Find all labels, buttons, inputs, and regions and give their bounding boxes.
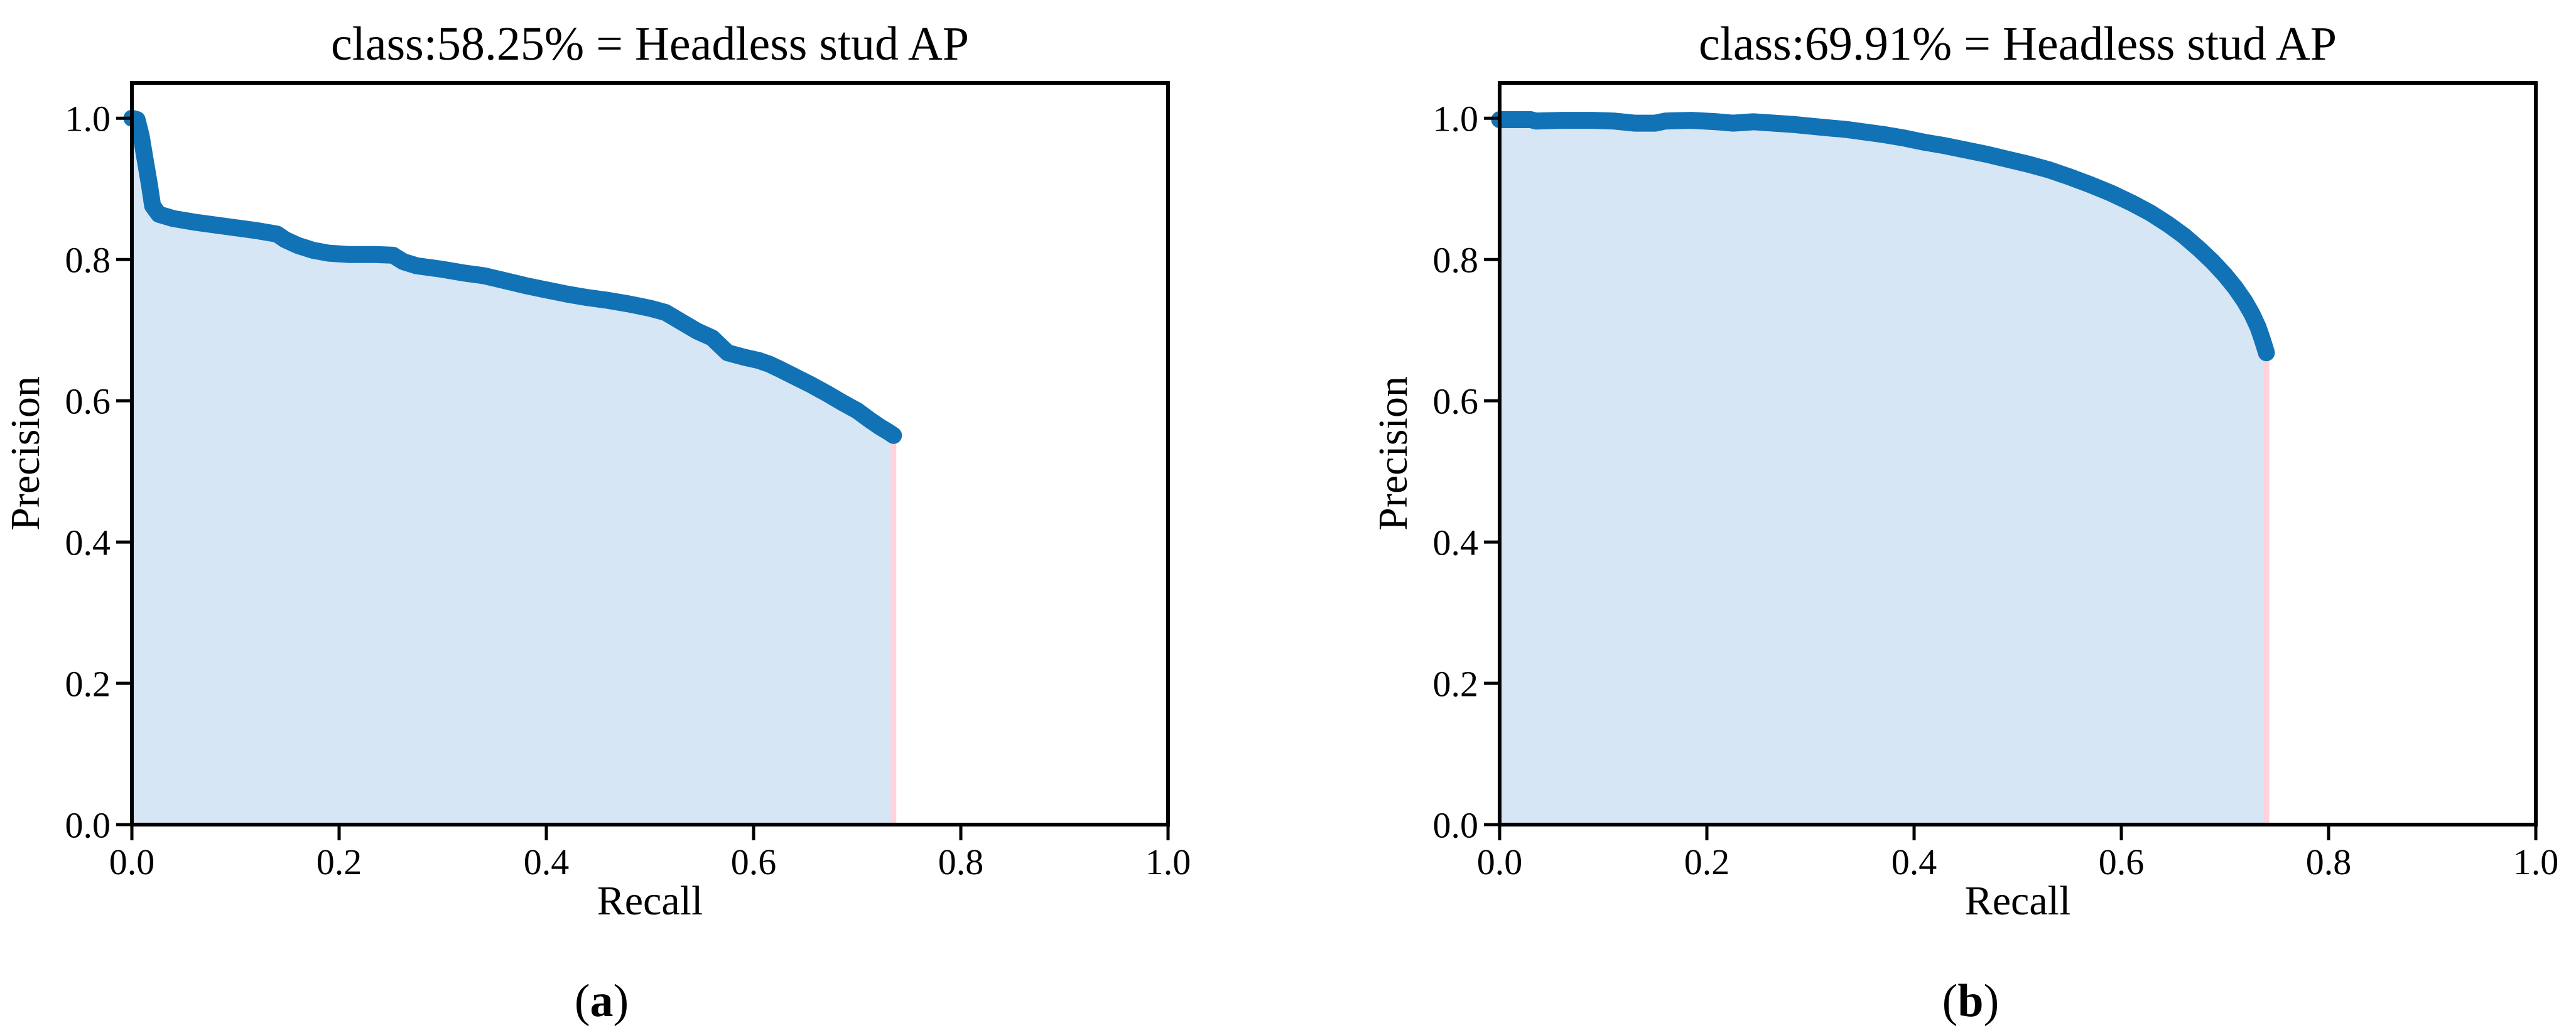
pr-panel-a: 0.0 0.2 0.4 0.6 0.8 1.0 0.0 0.2 0.4 0.6 0.8 1.0 cla… [3, 18, 1191, 1027]
y-tick-label: 0.8 [1433, 239, 1479, 280]
y-tick-label: 0.0 [65, 805, 111, 845]
y-tick-label: 1.0 [65, 99, 111, 139]
x-tick-label: 0.0 [1477, 842, 1523, 882]
y-tick-label: 0.8 [65, 239, 111, 280]
y-tick-label: 0.6 [1433, 381, 1479, 421]
x-tick-label: 0.6 [731, 842, 777, 882]
subfigure-caption-a: (a) [575, 975, 629, 1027]
caption-letter: b [1957, 975, 1983, 1027]
x-tick-label: 0.8 [2306, 842, 2352, 882]
x-axis-label-a: Recall [597, 878, 703, 924]
y-axis-label-a: Precision [3, 376, 48, 531]
x-tick-label: 0.4 [524, 842, 570, 882]
axes-frame [1498, 81, 2538, 826]
x-tick-label: 1.0 [1145, 842, 1191, 882]
y-tick-label: 1.0 [1433, 99, 1479, 139]
caption-letter: a [590, 975, 614, 1027]
plot-area-a: 0.0 0.2 0.4 0.6 0.8 1.0 0.0 0.2 0.4 0.6 0.8 1.0 [65, 81, 1191, 882]
x-tick-label: 0.8 [938, 842, 984, 882]
chart-title-b: class:69.91% = Headless stud AP [1699, 18, 2337, 70]
y-tick-label: 0.2 [1433, 663, 1479, 704]
pr-curve [123, 109, 902, 444]
y-tick-label: 0.4 [1433, 522, 1479, 563]
x-tick-label: 0.2 [317, 842, 362, 882]
chart-title-a: class:58.25% = Headless stud AP [331, 18, 969, 70]
y-tick-label: 0.0 [1433, 805, 1479, 845]
y-tick-label: 0.6 [65, 381, 111, 421]
pr-curve [1491, 111, 2275, 362]
caption-open-paren: ( [1942, 975, 1958, 1027]
x-axis-label-b: Recall [1965, 878, 2071, 924]
pr-fill-area [1500, 119, 2266, 825]
caption-open-paren: ( [575, 975, 590, 1027]
x-tick-label: 0.2 [1684, 842, 1730, 882]
x-tick-label: 0.4 [1891, 842, 1937, 882]
x-tick-label: 0.0 [109, 842, 155, 882]
pr-panel-b: 0.0 0.2 0.4 0.6 0.8 1.0 0.0 0.2 0.4 0.6 0.8 1.0 cla… [1370, 18, 2558, 1027]
caption-close-paren: ) [614, 975, 629, 1027]
y-tick-label: 0.4 [65, 522, 111, 563]
plot-area-b: 0.0 0.2 0.4 0.6 0.8 1.0 0.0 0.2 0.4 0.6 0.8 1.0 [1433, 81, 2559, 882]
axes-frame [130, 81, 1170, 826]
caption-close-paren: ) [1984, 975, 2000, 1027]
x-tick-label: 1.0 [2513, 842, 2559, 882]
y-axis-label-b: Precision [1370, 376, 1416, 531]
y-tick-label: 0.2 [65, 663, 111, 704]
x-tick-label: 0.6 [2099, 842, 2145, 882]
subfigure-caption-b: (b) [1942, 975, 1999, 1027]
pr-fill-area [132, 118, 894, 825]
